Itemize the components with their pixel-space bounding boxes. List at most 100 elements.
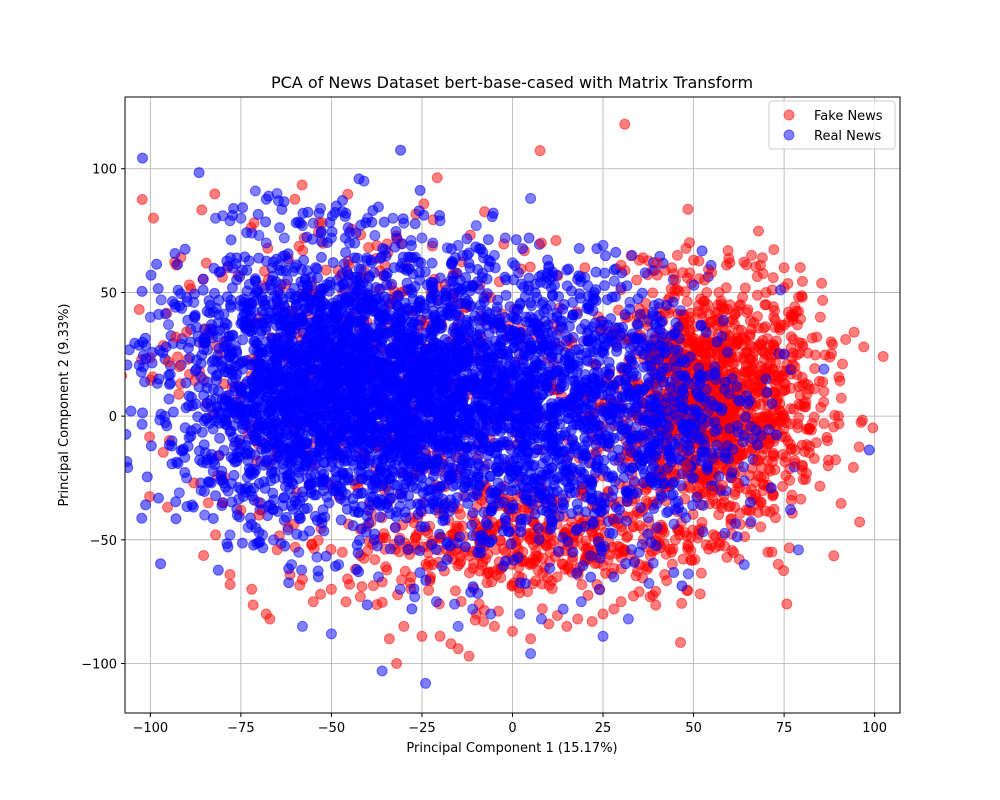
density-point: [482, 234, 494, 246]
density-point: [780, 470, 792, 482]
density-point: [434, 272, 446, 284]
density-point: [667, 543, 679, 555]
density-point: [293, 513, 305, 525]
density-point: [534, 145, 546, 157]
density-point: [170, 513, 182, 525]
density-point: [423, 584, 435, 596]
density-point: [409, 532, 421, 544]
density-point: [480, 517, 492, 529]
density-point: [779, 378, 791, 390]
density-point: [813, 375, 825, 387]
density-point: [826, 348, 838, 360]
density-point: [780, 417, 792, 429]
density-point: [214, 432, 226, 444]
density-point: [794, 262, 806, 274]
density-point: [530, 545, 542, 557]
density-point: [719, 540, 731, 552]
density-point: [761, 362, 773, 374]
density-point: [835, 392, 847, 404]
density-point: [463, 567, 475, 579]
density-point: [380, 561, 392, 573]
density-point: [801, 388, 813, 400]
density-point: [730, 337, 742, 349]
density-point: [145, 269, 157, 281]
density-point: [755, 521, 767, 533]
density-point: [361, 599, 373, 611]
density-point: [739, 282, 751, 294]
density-point: [380, 532, 392, 544]
density-point: [727, 314, 739, 326]
density-point: [785, 331, 797, 343]
density-point: [647, 287, 659, 299]
density-point: [777, 480, 789, 492]
density-point: [783, 542, 795, 554]
density-point: [709, 306, 721, 318]
density-point: [152, 283, 164, 295]
density-point: [817, 294, 829, 306]
density-point: [814, 480, 826, 492]
density-point: [792, 422, 804, 434]
density-point: [796, 275, 808, 287]
density-point: [576, 579, 588, 591]
density-point: [744, 496, 756, 508]
density-point: [151, 258, 163, 270]
density-point: [716, 502, 728, 514]
density-point: [867, 422, 879, 434]
density-point: [686, 555, 698, 567]
density-point: [395, 144, 407, 156]
density-point: [147, 212, 159, 224]
density-point: [695, 567, 707, 579]
density-point: [196, 426, 208, 438]
density-point: [681, 296, 693, 308]
density-point: [855, 416, 867, 428]
density-point: [136, 512, 148, 524]
density-point: [797, 340, 809, 352]
density-point: [793, 412, 805, 424]
density-point: [486, 576, 498, 588]
density-point: [402, 543, 414, 555]
density-point: [753, 225, 765, 237]
density-point: [487, 566, 499, 578]
density-point: [703, 543, 715, 555]
density-point: [441, 554, 453, 566]
density-point: [694, 588, 706, 600]
density-point: [705, 315, 717, 327]
density-point: [758, 322, 770, 334]
density-point: [173, 388, 185, 400]
density-point: [739, 372, 751, 384]
density-point: [767, 301, 779, 313]
density-point: [816, 277, 828, 289]
density-point: [340, 596, 352, 608]
density-point: [409, 218, 421, 230]
density-point: [524, 261, 536, 273]
density-point: [320, 550, 332, 562]
density-point: [237, 202, 249, 214]
density-point: [848, 326, 860, 338]
density-point: [809, 349, 821, 361]
density-point: [362, 504, 374, 516]
density-point: [758, 471, 770, 483]
density-point: [340, 247, 352, 259]
density-point: [361, 255, 373, 267]
density-point: [356, 581, 368, 593]
density-point: [487, 207, 499, 219]
density-point: [763, 463, 775, 475]
density-point: [529, 554, 541, 566]
density-point: [818, 396, 830, 408]
density-point: [877, 351, 889, 363]
density-point: [854, 516, 866, 528]
density-point: [517, 243, 529, 255]
density-point: [354, 534, 366, 546]
density-point: [696, 516, 708, 528]
density-point: [650, 599, 662, 611]
density-point: [722, 346, 734, 358]
density-point: [755, 339, 767, 351]
density-point: [376, 596, 388, 608]
density-point: [631, 274, 643, 286]
density-point: [510, 234, 522, 246]
density-point: [406, 603, 418, 615]
density-point: [772, 558, 784, 570]
density-point: [682, 203, 694, 215]
density-point: [426, 257, 438, 269]
density-point: [630, 570, 642, 582]
